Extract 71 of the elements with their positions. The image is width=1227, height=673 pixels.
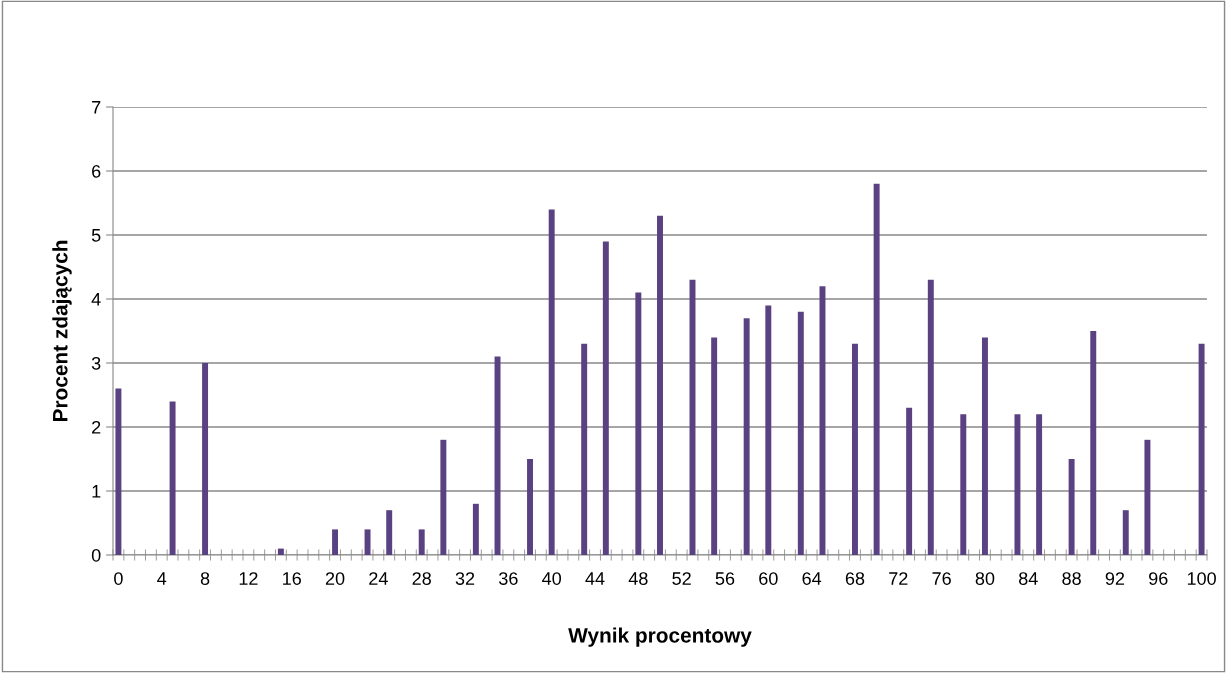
x-tick-label: 20 xyxy=(325,572,345,585)
bar xyxy=(1036,414,1043,555)
x-axis-title: Wynik procentowy xyxy=(568,627,752,647)
x-tick-label: 80 xyxy=(975,572,995,585)
x-tick-label: 96 xyxy=(1149,572,1168,585)
bar xyxy=(657,215,663,555)
bar xyxy=(1198,343,1205,555)
x-tick-label: 68 xyxy=(845,572,865,585)
bar xyxy=(277,548,284,555)
x-tick-label: 32 xyxy=(455,572,475,585)
x-tick-label: 4 xyxy=(157,572,167,585)
x-tick-label: 52 xyxy=(672,572,691,585)
bar xyxy=(960,414,967,555)
x-tick-label: 44 xyxy=(585,572,605,585)
y-axis-title: Procent zdających xyxy=(52,240,72,422)
bar xyxy=(1014,414,1021,555)
bar xyxy=(1122,510,1129,555)
bar xyxy=(386,510,393,555)
bar xyxy=(797,311,804,555)
bar xyxy=(1144,439,1151,555)
bar xyxy=(494,356,501,555)
x-tick-label: 28 xyxy=(412,572,431,585)
x-tick-label: 100 xyxy=(1187,572,1216,585)
bar xyxy=(906,407,913,555)
bar xyxy=(635,292,642,555)
x-tick-label: 16 xyxy=(283,572,301,585)
x-tick-label: 56 xyxy=(715,572,735,585)
x-tick-label: 92 xyxy=(1105,572,1125,585)
bar xyxy=(548,209,555,555)
bar xyxy=(981,337,988,555)
x-tick-label: 24 xyxy=(369,572,388,585)
bar xyxy=(1068,459,1075,555)
y-tick-label: 5 xyxy=(91,229,101,242)
bar xyxy=(819,286,826,555)
y-tick-label: 2 xyxy=(92,420,101,434)
bar xyxy=(581,343,588,555)
x-tick-label: 88 xyxy=(1062,572,1081,585)
bar xyxy=(418,529,425,555)
bar xyxy=(527,459,533,555)
x-tick-label: 36 xyxy=(499,572,518,585)
y-tick-label: 4 xyxy=(91,293,101,306)
bar xyxy=(202,363,209,555)
x-tick-label: 12 xyxy=(239,572,258,585)
x-tick-label: 40 xyxy=(542,572,562,585)
bar xyxy=(332,529,339,555)
bar xyxy=(440,439,447,555)
y-tick-label: 7 xyxy=(92,101,101,114)
x-tick-label: 0 xyxy=(114,572,123,585)
bar xyxy=(765,305,772,555)
x-tick-label: 8 xyxy=(200,572,210,585)
x-tick-label: 76 xyxy=(932,572,951,585)
y-tick-label: 3 xyxy=(91,356,101,370)
bar xyxy=(927,279,934,555)
bar xyxy=(873,183,880,555)
bar xyxy=(1090,331,1097,555)
y-tick-label: 1 xyxy=(92,485,101,498)
bar xyxy=(602,241,609,555)
y-tick-label: 6 xyxy=(92,164,101,178)
bar xyxy=(169,401,176,555)
x-tick-label: 64 xyxy=(802,572,822,585)
x-tick-label: 84 xyxy=(1019,572,1038,585)
bar xyxy=(472,503,479,555)
bar xyxy=(851,343,858,555)
bar xyxy=(364,529,371,555)
x-tick-label: 60 xyxy=(759,572,778,585)
y-tick-label: 0 xyxy=(91,548,101,562)
bar xyxy=(711,337,718,555)
x-tick-label: 48 xyxy=(628,572,648,585)
x-tick-label: 72 xyxy=(889,572,908,585)
bar xyxy=(115,388,122,555)
bar xyxy=(743,318,750,555)
